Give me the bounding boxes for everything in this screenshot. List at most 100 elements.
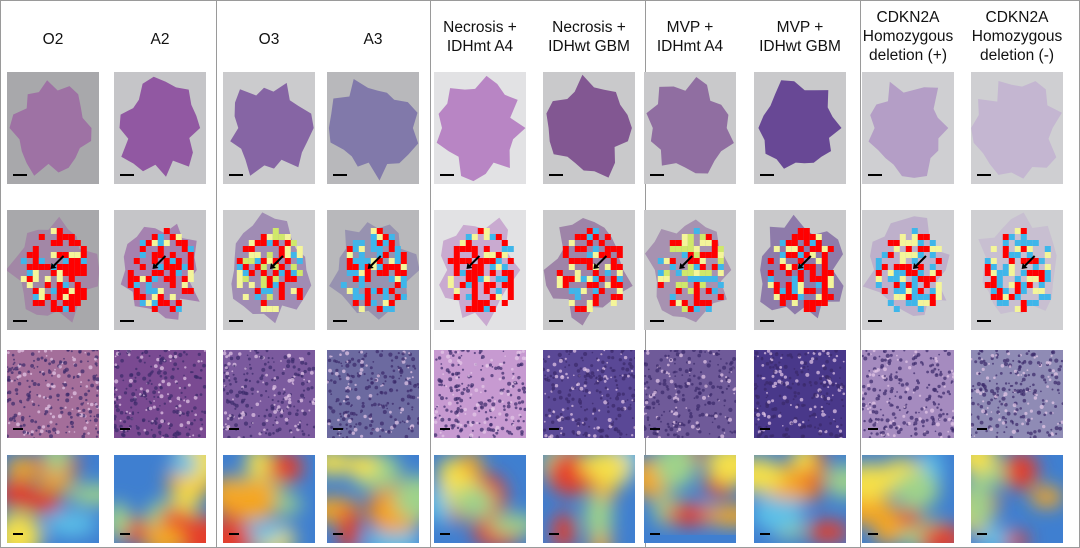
cell-nucleus	[939, 395, 943, 399]
cell-nucleus	[489, 416, 492, 418]
heatmap-cell	[1020, 270, 1027, 276]
attention-tile	[543, 455, 635, 543]
cell-nucleus	[519, 415, 522, 418]
heatmap-cell	[151, 288, 158, 294]
heatmap-cell	[803, 264, 810, 270]
cell-nucleus	[695, 395, 699, 399]
cell-nucleus	[633, 389, 635, 391]
heatmap-cell	[74, 258, 81, 264]
slide-image	[862, 72, 954, 184]
cell-nucleus	[1011, 429, 1016, 434]
heatmap-cell	[483, 288, 490, 294]
cell-nucleus	[437, 356, 442, 360]
cell-nucleus	[282, 392, 285, 395]
cell-nucleus	[300, 393, 305, 398]
cell-nucleus	[492, 434, 495, 437]
cell-nucleus	[73, 363, 78, 367]
cell-nucleus	[498, 362, 502, 366]
heatmap-cell	[779, 252, 786, 258]
cell-nucleus	[593, 434, 597, 438]
cell-nucleus	[796, 373, 799, 377]
heatmap-cell	[917, 234, 924, 240]
heatmap-cell	[803, 306, 810, 312]
heatmap-cell	[388, 258, 395, 264]
cell-nucleus	[445, 385, 448, 388]
cell-nucleus	[606, 377, 609, 380]
cell-nucleus	[892, 419, 895, 423]
cell-nucleus	[827, 386, 830, 389]
cell-nucleus	[384, 391, 388, 395]
cell-nucleus	[27, 396, 31, 400]
cell-nucleus	[603, 380, 607, 383]
cell-nucleus	[268, 365, 273, 370]
heatmap-cell	[669, 258, 676, 264]
cell-nucleus	[806, 365, 809, 368]
heatmap-cell	[260, 306, 267, 312]
heatmap-cell	[1002, 300, 1009, 306]
heatmap-cell	[284, 270, 291, 276]
heatmap-cell	[556, 276, 563, 282]
cell-nucleus	[663, 378, 667, 383]
cell-nucleus	[728, 371, 731, 374]
cell-nucleus	[896, 354, 898, 357]
cell-nucleus	[621, 374, 624, 377]
heatmap-cell	[1038, 282, 1045, 288]
cell-nucleus	[37, 383, 41, 387]
cell-nucleus	[659, 358, 663, 362]
cell-nucleus	[125, 387, 128, 390]
arrow-indicator	[594, 255, 608, 268]
heatmap-cell	[266, 294, 273, 300]
cell-nucleus	[470, 393, 473, 396]
cell-nucleus	[695, 421, 699, 425]
heatmap-cell	[598, 240, 605, 246]
heatmap-cell	[157, 288, 164, 294]
cell-nucleus	[674, 411, 679, 416]
heatmap-cell	[80, 294, 87, 300]
cell-nucleus	[407, 366, 410, 369]
cell-nucleus	[698, 350, 703, 354]
heatmap-cell	[580, 276, 587, 282]
heatmap-cell	[693, 228, 700, 234]
heatmap-cell	[592, 270, 599, 276]
heatmap-cell	[278, 252, 285, 258]
cell-nucleus	[12, 416, 16, 420]
cell-nucleus	[303, 396, 306, 399]
cell-nucleus	[781, 377, 784, 380]
cell-nucleus	[701, 374, 706, 379]
cell-nucleus	[800, 367, 803, 370]
cell-nucleus	[133, 401, 136, 404]
cell-nucleus	[613, 428, 617, 432]
cell-nucleus	[50, 357, 53, 361]
heatmap-cell	[893, 288, 900, 294]
cell-nucleus	[614, 379, 618, 383]
cell-nucleus	[1010, 419, 1013, 423]
cell-nucleus	[33, 367, 35, 369]
heatmap-cell	[169, 294, 176, 300]
cell-nucleus	[114, 355, 117, 358]
heatmap-cell	[151, 294, 158, 300]
cell-nucleus	[374, 378, 377, 382]
scale-bar	[13, 428, 23, 430]
heatmap-cell	[483, 258, 490, 264]
cell-nucleus	[997, 406, 1000, 409]
cell-nucleus	[1046, 385, 1049, 388]
cell-nucleus	[667, 372, 670, 375]
cell-nucleus	[35, 429, 38, 432]
heatmap-cell	[151, 252, 158, 258]
cell-nucleus	[517, 388, 521, 392]
heatmap-cell	[935, 246, 942, 252]
cell-nucleus	[723, 399, 727, 402]
cell-nucleus	[327, 422, 331, 426]
cell-nucleus	[621, 376, 626, 381]
cell-nucleus	[676, 371, 678, 373]
heatmap-cell	[74, 240, 81, 246]
cell-nucleus	[512, 420, 515, 422]
scale-bar	[868, 533, 878, 535]
heatmap-cell	[911, 240, 918, 246]
cell-nucleus	[329, 355, 332, 358]
heatmap-cell	[809, 252, 816, 258]
cell-nucleus	[868, 370, 871, 372]
heatmap-cell	[990, 276, 997, 282]
heatmap-cell	[990, 258, 997, 264]
cell-nucleus	[78, 350, 82, 354]
